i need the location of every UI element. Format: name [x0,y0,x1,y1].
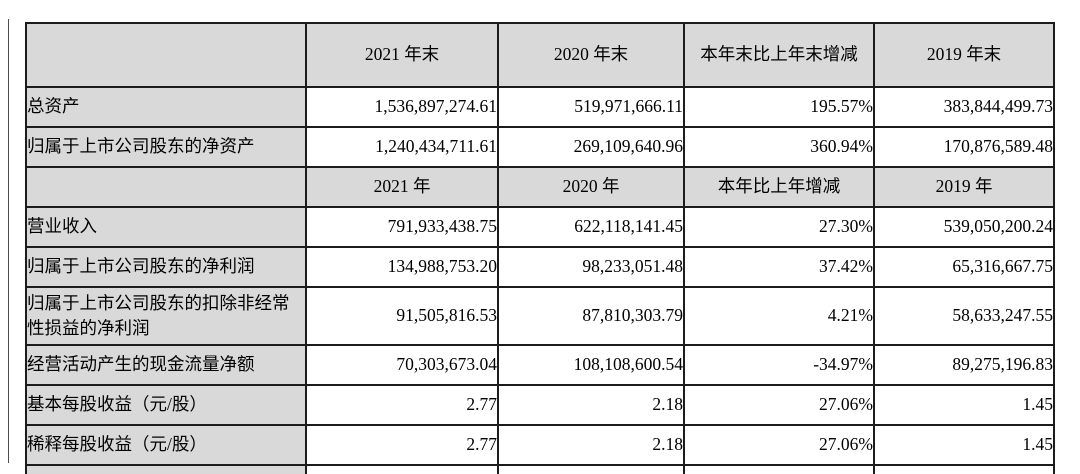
value-change-cell: -19.91% [683,464,875,474]
header-empty-cell [25,166,307,208]
value-2021-cell: 134,988,753.20 [305,246,499,288]
value-2020-cell: 269,109,640.96 [497,126,685,168]
value-2019-cell: 1.45 [873,424,1055,466]
table-row-diluted-eps: 稀释每股收益（元/股） 2.77 2.18 27.06% 1.45 [25,424,1055,466]
row-label-cell: 营业收入 [25,206,307,248]
row-label-cell: 基本每股收益（元/股） [25,384,307,426]
value-2019-cell: 170,876,589.48 [873,126,1055,168]
financial-summary-table: 2021 年末 2020 年末 本年末比上年末增减 2019 年末 总资产 1,… [25,22,1055,474]
page-left-border-rule [8,19,9,463]
value-2020-cell: 622,118,141.45 [497,206,685,248]
value-change-cell: 27.30% [683,206,875,248]
value-change-cell: 4.21% [683,286,875,346]
row-label-cell: 归属于上市公司股东的净利润 [25,246,307,288]
value-2021-cell: 2.77 [305,384,499,426]
header-yoy-change-yearend: 本年末比上年末增减 [683,22,875,88]
header-2021-year-end: 2021 年末 [305,22,499,88]
table-row-net-assets-attributable: 归属于上市公司股东的净资产 1,240,434,711.61 269,109,6… [25,126,1055,168]
table-row-operating-cash-flow: 经营活动产生的现金流量净额 70,303,673.04 108,108,600.… [25,344,1055,386]
value-2020-cell: 108,108,600.54 [497,344,685,386]
header-2019-year-end: 2019 年末 [873,22,1055,88]
value-2020-cell: 98,233,051.48 [497,246,685,288]
value-2021-cell: 24.74% [305,464,499,474]
value-2020-cell: 519,971,666.11 [497,86,685,128]
header-yoy-change: 本年比上年增减 [683,166,875,208]
table-header-row-year: 2021 年 2020 年 本年比上年增减 2019 年 [25,166,1055,208]
header-empty-cell [25,22,307,88]
value-2019-cell: 383,844,499.73 [873,86,1055,128]
value-2020-cell: 44.65% [497,464,685,474]
table-row-net-profit-attributable: 归属于上市公司股东的净利润 134,988,753.20 98,233,051.… [25,246,1055,288]
row-label-cell: 稀释每股收益（元/股） [25,424,307,466]
value-2019-cell: 65,316,667.75 [873,246,1055,288]
value-2021-cell: 1,536,897,274.61 [305,86,499,128]
value-change-cell: 27.06% [683,384,875,426]
value-2019-cell: 539,050,200.24 [873,206,1055,248]
value-2019-cell: 89,275,196.83 [873,344,1055,386]
value-2019-cell: 1.45 [873,384,1055,426]
value-2021-cell: 791,933,438.75 [305,206,499,248]
value-change-cell: 27.06% [683,424,875,466]
table-header-row-year-end: 2021 年末 2020 年末 本年末比上年末增减 2019 年末 [25,22,1055,88]
header-2019-year: 2019 年 [873,166,1055,208]
value-change-cell: 37.42% [683,246,875,288]
value-2020-cell: 87,810,303.79 [497,286,685,346]
value-change-cell: 360.94% [683,126,875,168]
row-label-cell: 总资产 [25,86,307,128]
table-row-operating-revenue: 营业收入 791,933,438.75 622,118,141.45 27.30… [25,206,1055,248]
value-2021-cell: 2.77 [305,424,499,466]
value-change-cell: 195.57% [683,86,875,128]
value-2020-cell: 2.18 [497,424,685,466]
header-2020-year-end: 2020 年末 [497,22,685,88]
header-2021-year: 2021 年 [305,166,499,208]
row-label-cell: 归属于上市公司股东的扣除非经常性损益的净利润 [25,286,307,346]
row-label-cell: 加权平均净资产收益率 [25,464,307,474]
value-change-cell: -34.97% [683,344,875,386]
row-label-cell: 归属于上市公司股东的净资产 [25,126,307,168]
value-2019-cell: 42.62% [873,464,1055,474]
value-2020-cell: 2.18 [497,384,685,426]
table-row-total-assets: 总资产 1,536,897,274.61 519,971,666.11 195.… [25,86,1055,128]
value-2021-cell: 70,303,673.04 [305,344,499,386]
value-2021-cell: 1,240,434,711.61 [305,126,499,168]
value-2021-cell: 91,505,816.53 [305,286,499,346]
header-2020-year: 2020 年 [497,166,685,208]
table-row-weighted-avg-roe: 加权平均净资产收益率 24.74% 44.65% -19.91% 42.62% [25,464,1055,474]
row-label-cell: 经营活动产生的现金流量净额 [25,344,307,386]
value-2019-cell: 58,633,247.55 [873,286,1055,346]
table-row-basic-eps: 基本每股收益（元/股） 2.77 2.18 27.06% 1.45 [25,384,1055,426]
table-row-net-profit-excl-nonrecurring: 归属于上市公司股东的扣除非经常性损益的净利润 91,505,816.53 87,… [25,286,1055,346]
